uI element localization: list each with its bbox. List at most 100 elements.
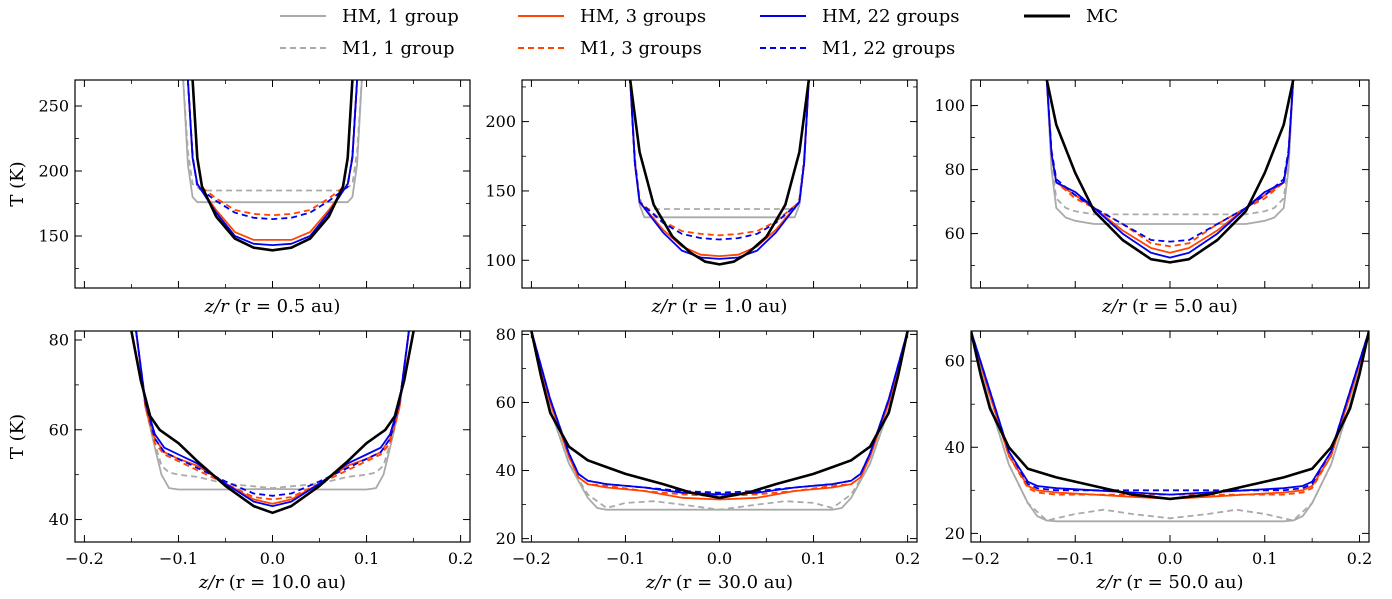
series-group [130, 331, 415, 515]
series-line-hm-3-groups [135, 331, 410, 505]
panel-6: −0.2 −0.1 0.0 0.1 0.2 20 40 60 z/r (r = 50.0 au) [945, 330, 1372, 593]
series-line-mc [971, 331, 1369, 501]
y-tick-label: 100 [485, 251, 516, 270]
series-line-hm-3-groups [1045, 80, 1295, 254]
x-axis-radius: (r = 5.0 au) [1126, 296, 1238, 317]
series-line-m1-3-groups [187, 80, 358, 217]
series-line-m1-22-groups [629, 80, 810, 241]
x-tick-label: 0.0 [1157, 549, 1182, 568]
legend-label-mc: MC [1086, 6, 1118, 27]
series-line-m1-1-group [182, 80, 363, 192]
y-tick-label: 250 [38, 97, 69, 116]
series-line-m1-22-groups [1045, 80, 1295, 243]
x-axis-radius: (r = 10.0 au) [223, 572, 346, 593]
legend-item-hm-1-group: HM, 1 group [280, 6, 459, 27]
y-tick-label: 100 [934, 96, 965, 115]
y-tick-label: 40 [49, 510, 69, 529]
x-tick-label: 0.2 [895, 549, 920, 568]
series-group [628, 80, 811, 266]
series-line-hm-3-groups [530, 331, 909, 501]
legend-label-m1-3-groups: M1, 3 groups [580, 38, 702, 59]
series-line-m1-1-group [629, 80, 810, 210]
x-axis-label: z/r (r = 50.0 au) [1095, 572, 1243, 593]
series-line-hm-3-groups [629, 80, 810, 258]
series-line-m1-3-groups [530, 331, 909, 498]
x-axis-radius: (r = 30.0 au) [670, 572, 793, 593]
x-axis-variable: z/r [198, 572, 225, 593]
y-tick-label: 200 [485, 112, 516, 131]
x-tick-label: 0.0 [707, 549, 732, 568]
y-tick-label: 200 [38, 162, 69, 181]
x-axis-radius: (r = 50.0 au) [1121, 572, 1244, 593]
series-line-m1-1-group [530, 331, 909, 511]
legend-item-hm-22-groups: HM, 22 groups [760, 6, 960, 27]
x-tick-label: 0.1 [1252, 549, 1277, 568]
y-tick-label: 80 [945, 160, 965, 179]
y-tick-label: 60 [945, 224, 965, 243]
x-tick-label: −0.1 [606, 549, 645, 568]
x-axis-label: z/r (r = 0.5 au) [204, 296, 341, 317]
y-tick-label: 40 [945, 438, 965, 457]
series-line-m1-3-groups [1045, 80, 1295, 248]
series-line-m1-1-group [135, 331, 410, 490]
series-line-mc [130, 331, 415, 515]
x-axis-variable: z/r [645, 572, 672, 593]
series-group [971, 331, 1369, 523]
series-line-hm-1-group [971, 331, 1369, 523]
y-tick-label: 60 [49, 420, 69, 439]
series-line-m1-22-groups [135, 331, 410, 497]
series-line-hm-22-groups [1045, 80, 1295, 259]
x-axis-variable: z/r [651, 296, 678, 317]
series-line-mc [191, 80, 354, 252]
x-axis-label: z/r (r = 10.0 au) [198, 572, 346, 593]
x-tick-label: −0.2 [512, 549, 551, 568]
x-tick-label: 0.1 [354, 549, 379, 568]
x-tick-label: −0.2 [961, 549, 1000, 568]
legend: HM, 1 group M1, 1 group HM, 3 groups M1, 3 … [280, 6, 1118, 59]
series-group [530, 331, 909, 511]
x-axis-radius: (r = 0.5 au) [229, 296, 341, 317]
panel-5: −0.2 −0.1 0.0 0.1 0.2 20 40 60 80 z/r (r = 30.0 a… [496, 325, 921, 593]
x-axis-label: z/r (r = 1.0 au) [651, 296, 788, 317]
legend-label-m1-22-groups: M1, 22 groups [822, 38, 955, 59]
x-tick-label: −0.1 [1056, 549, 1095, 568]
series-line-m1-22-groups [530, 331, 909, 494]
legend-item-mc: MC [1024, 6, 1118, 27]
x-tick-label: 0.0 [260, 549, 285, 568]
x-tick-label: 0.1 [801, 549, 826, 568]
series-line-hm-22-groups [187, 80, 358, 247]
series-line-hm-22-groups [135, 331, 410, 508]
y-tick-label: 60 [945, 352, 965, 371]
series-line-mc [628, 80, 811, 266]
legend-item-hm-3-groups: HM, 3 groups [518, 6, 706, 27]
legend-item-m1-3-groups: M1, 3 groups [518, 38, 702, 59]
y-tick-label: 60 [496, 393, 516, 412]
x-tick-label: −0.1 [159, 549, 198, 568]
panel-4: −0.2 −0.1 0.0 0.1 0.2 40 60 80 z/r (r = 10.0 au)… [7, 330, 473, 593]
x-tick-label: 0.2 [448, 549, 473, 568]
series-line-hm-22-groups [530, 331, 909, 496]
series-line-hm-1-group [629, 80, 810, 219]
panels-grid: 150 200 250 z/r (r = 0.5 au) T (K) 100 150 200 z… [7, 79, 1372, 593]
legend-label-m1-1-group: M1, 1 group [342, 38, 455, 59]
series-line-hm-3-groups [971, 331, 1369, 500]
series-line-hm-1-group [135, 331, 410, 491]
panel-3: 60 80 100 z/r (r = 5.0 au) [934, 79, 1370, 317]
x-axis-variable: z/r [1101, 296, 1128, 317]
y-axis-label: T (K) [7, 414, 28, 459]
legend-label-hm-3-groups: HM, 3 groups [580, 6, 706, 27]
y-tick-label: 80 [496, 325, 516, 344]
x-axis-label: z/r (r = 30.0 au) [645, 572, 793, 593]
series-line-hm-1-group [1045, 80, 1295, 225]
series-line-m1-22-groups [187, 80, 358, 221]
legend-item-m1-22-groups: M1, 22 groups [760, 38, 955, 59]
y-tick-label: 80 [49, 330, 69, 349]
series-line-m1-1-group [971, 331, 1369, 522]
legend-label-hm-1-group: HM, 1 group [342, 6, 459, 27]
series-line-mc [1045, 80, 1295, 264]
axes-frame [74, 79, 471, 289]
y-tick-label: 40 [496, 461, 516, 480]
y-tick-label: 150 [485, 181, 516, 200]
x-axis-label: z/r (r = 5.0 au) [1101, 296, 1238, 317]
